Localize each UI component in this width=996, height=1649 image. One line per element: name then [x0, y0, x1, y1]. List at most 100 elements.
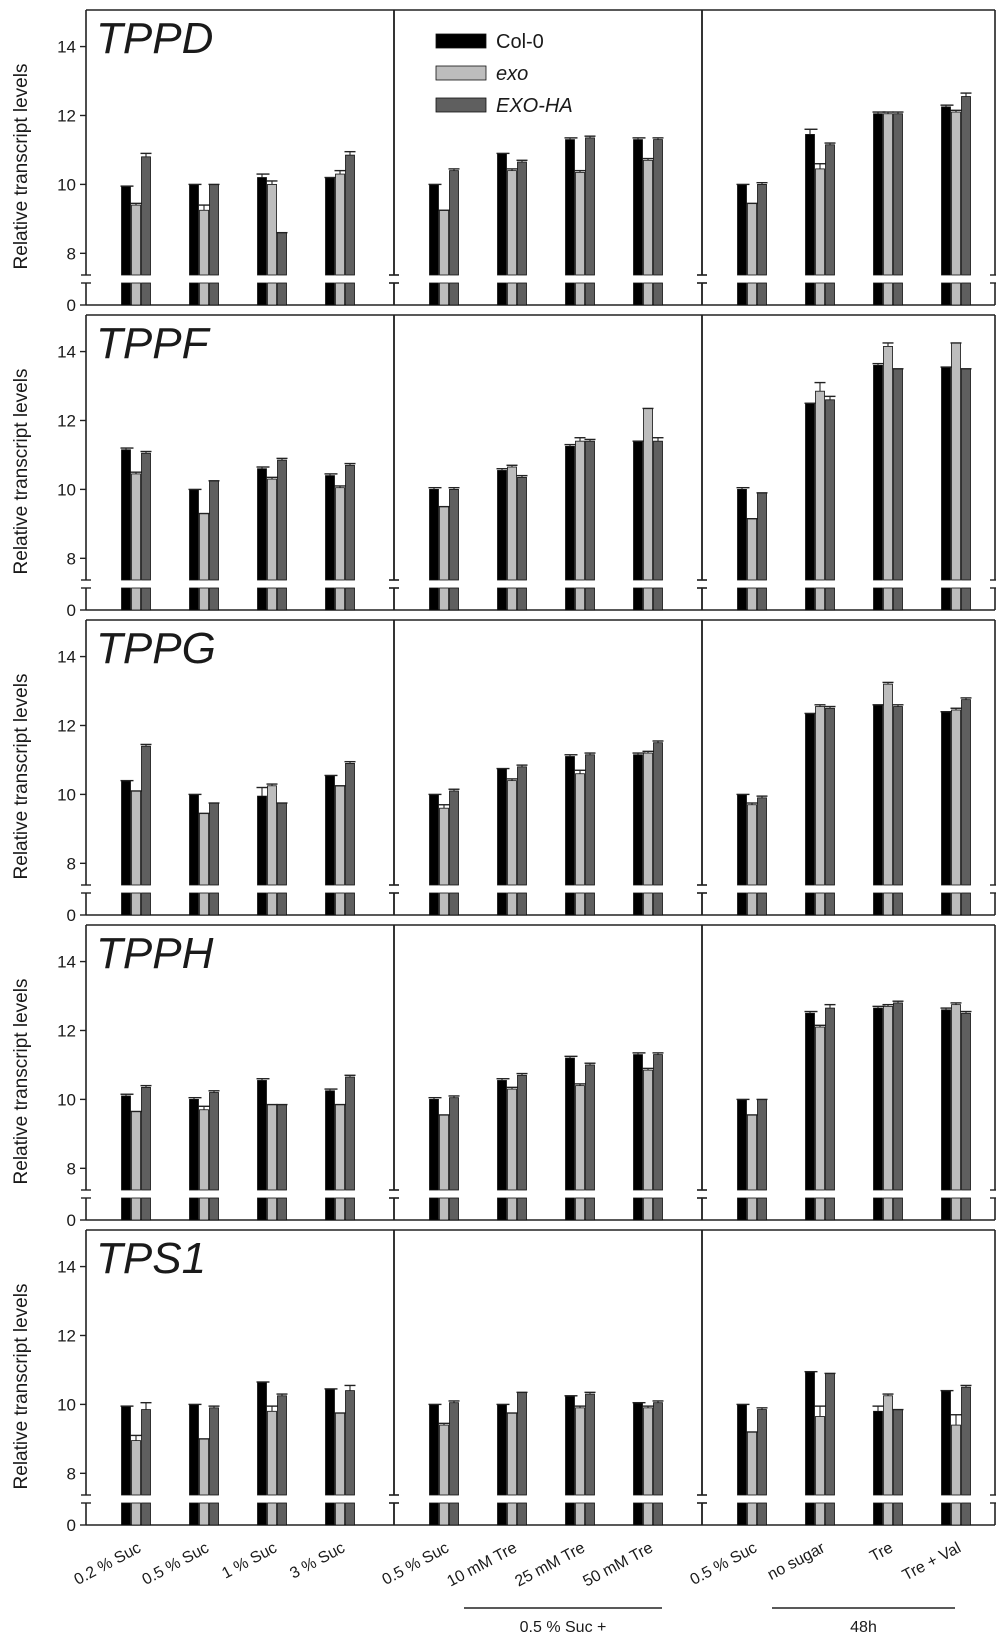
bar-exo-ha [961, 1386, 971, 1496]
bar-exo-ha [585, 1393, 595, 1496]
bar-stub-exo-ha [893, 282, 903, 306]
bar-exo-ha [449, 170, 459, 276]
bar-stub-exo-ha [209, 1502, 219, 1526]
bar-col-0 [805, 1012, 815, 1191]
bar-stub-exo-ha [141, 1502, 151, 1526]
bar-stub-exo-ha [961, 282, 971, 306]
bar-stub-exo-ha [893, 892, 903, 916]
bar-stub-exo-ha [209, 892, 219, 916]
bar-stub-col-0 [429, 892, 439, 916]
bar-stub-exo [267, 1502, 277, 1526]
bar-exo [131, 1440, 141, 1496]
bar-stub-col-0 [565, 892, 575, 916]
bar-exo [815, 1026, 825, 1191]
bar-exo [199, 209, 209, 276]
bar-col-0 [805, 713, 815, 886]
bar-col-0 [257, 468, 267, 581]
y-tick-label: 8 [67, 244, 76, 263]
bar-col-0 [121, 1405, 131, 1496]
bar-stub-exo-ha [345, 1502, 355, 1526]
bar-stub-col-0 [565, 1502, 575, 1526]
bar-stub-col-0 [941, 1502, 951, 1526]
bar-stub-exo [131, 1197, 141, 1221]
bar-stub-exo-ha [209, 282, 219, 306]
x-category-label: 1 % Suc [219, 1540, 280, 1583]
bar-stub-exo [507, 1197, 517, 1221]
bar-stub-exo [439, 587, 449, 611]
bar-stub-exo-ha [653, 587, 663, 611]
bar-stub-exo [335, 282, 345, 306]
bar-exo [815, 1416, 825, 1496]
bar-stub-exo [267, 1197, 277, 1221]
bar-stub-col-0 [805, 892, 815, 916]
bar-col-0 [941, 106, 951, 276]
bar-stub-col-0 [805, 1502, 815, 1526]
bar-exo [199, 1438, 209, 1496]
bar-stub-exo-ha [517, 587, 527, 611]
x-category-label: 3 % Suc [287, 1540, 348, 1583]
bar-stub-exo [747, 892, 757, 916]
y-tick-label: 8 [67, 549, 76, 568]
bar-stub-exo-ha [653, 1197, 663, 1221]
bar-stub-exo-ha [345, 1197, 355, 1221]
bar-stub-exo-ha [825, 1197, 835, 1221]
bar-col-0 [565, 445, 575, 581]
bar-stub-exo-ha [449, 1502, 459, 1526]
bar-stub-exo [267, 282, 277, 306]
bar-stub-exo [815, 587, 825, 611]
bar-exo-ha [517, 766, 527, 886]
y-tick-label: 14 [57, 343, 76, 362]
bar-exo [883, 345, 893, 581]
bar-exo [951, 111, 961, 276]
bar-exo [267, 478, 277, 581]
bar-stub-exo-ha [757, 1197, 767, 1221]
bar-exo-ha [449, 489, 459, 581]
bar-exo [439, 1424, 449, 1496]
bar-stub-col-0 [189, 892, 199, 916]
y-tick-label: 0 [67, 1516, 76, 1535]
bar-exo [643, 1069, 653, 1191]
y-tick-label: 10 [57, 175, 76, 194]
bar-exo-ha [345, 464, 355, 581]
bar-stub-exo-ha [961, 1502, 971, 1526]
legend-swatch-exo-ha [435, 97, 487, 113]
bar-exo [335, 785, 345, 886]
bar-exo [747, 1114, 757, 1191]
bar-stub-exo [951, 282, 961, 306]
bar-exo-ha [209, 184, 219, 276]
bar-stub-col-0 [121, 282, 131, 306]
bar-stub-exo-ha [893, 1197, 903, 1221]
bar-stub-exo-ha [517, 1197, 527, 1221]
bar-stub-exo [883, 282, 893, 306]
bar-stub-exo [815, 1197, 825, 1221]
bar-stub-exo [643, 892, 653, 916]
bar-stub-col-0 [121, 1197, 131, 1221]
y-tick-label: 8 [67, 1464, 76, 1483]
bar-stub-exo [575, 1197, 585, 1221]
bar-exo [883, 683, 893, 886]
bar-stub-exo-ha [141, 1197, 151, 1221]
bar-col-0 [429, 1099, 439, 1191]
bar-exo-ha [141, 1086, 151, 1191]
bar-stub-col-0 [121, 1502, 131, 1526]
y-tick-label: 12 [57, 716, 76, 735]
bar-exo-ha [961, 368, 971, 581]
bar-exo-ha [345, 1390, 355, 1496]
bar-exo-ha [449, 1402, 459, 1496]
bar-exo [643, 752, 653, 886]
bar-stub-exo [335, 1197, 345, 1221]
bar-stub-col-0 [633, 1197, 643, 1221]
bar-stub-exo-ha [585, 1502, 595, 1526]
bar-stub-exo [883, 892, 893, 916]
bar-exo-ha [141, 452, 151, 581]
bar-stub-exo [335, 892, 345, 916]
bar-stub-exo [883, 1197, 893, 1221]
bar-stub-col-0 [257, 1197, 267, 1221]
bar-exo [951, 342, 961, 581]
bar-col-0 [257, 795, 267, 886]
bar-stub-col-0 [325, 282, 335, 306]
bar-stub-exo [507, 892, 517, 916]
bar-col-0 [429, 489, 439, 581]
bar-stub-exo [267, 587, 277, 611]
x-category-label: Tre + Val [900, 1540, 964, 1585]
